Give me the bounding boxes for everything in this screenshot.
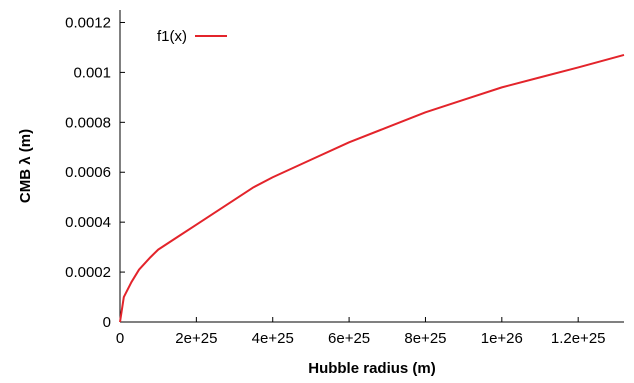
- plot-frame: [119, 10, 624, 323]
- y-tick-label: 0.0008: [65, 114, 111, 131]
- x-ticks: 0 2e+25 4e+25 6e+25 8e+25 1e+26 1.2e+25: [116, 317, 606, 347]
- y-tick-label: 0: [103, 314, 111, 331]
- x-tick-label: 8e+25: [404, 330, 446, 347]
- y-tick-label: 0.001: [73, 64, 111, 81]
- x-axis-title: Hubble radius (m): [308, 360, 436, 377]
- y-tick-label: 0.0012: [65, 14, 111, 31]
- x-tick-label: 6e+25: [328, 330, 370, 347]
- series-layer: [119, 53, 625, 323]
- y-axis-title: CMB λ (m): [17, 129, 34, 203]
- series-line: [119, 53, 625, 323]
- legend: f1(x): [157, 28, 227, 45]
- x-tick-label: 4e+25: [252, 330, 294, 347]
- y-tick-label: 0.0002: [65, 264, 111, 281]
- y-ticks: 0 0.0002 0.0004 0.0006 0.0008 0.001 0.0012: [65, 14, 125, 331]
- y-tick-label: 0.0006: [65, 164, 111, 181]
- x-tick-label: 2e+25: [175, 330, 217, 347]
- x-tick-label: 0: [116, 330, 124, 347]
- x-tick-label: 1.2e+25: [551, 330, 606, 347]
- y-tick-label: 0.0004: [65, 214, 111, 231]
- legend-label: f1(x): [157, 28, 187, 45]
- x-tick-label: 1e+26: [481, 330, 523, 347]
